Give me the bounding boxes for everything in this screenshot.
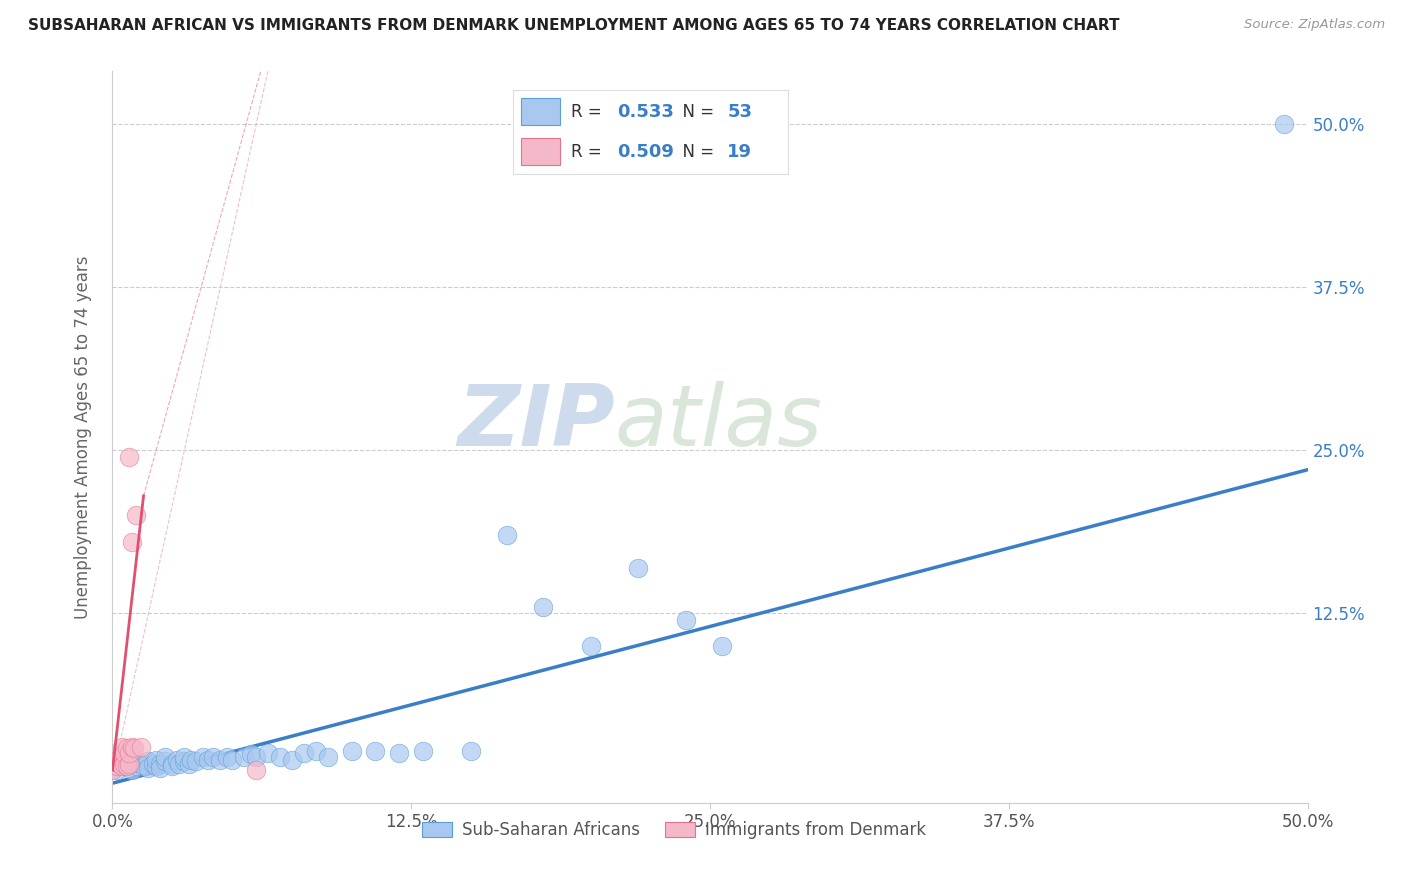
Point (197, 753, 219, 767)
Point (138, 754, 160, 768)
Point (153, 754, 176, 768)
Point (305, 743, 328, 757)
Point (114, 756, 135, 771)
Point (531, 599, 554, 614)
Point (105, 763, 128, 777)
Point (115, 740, 138, 755)
Point (496, 528, 519, 542)
Point (711, 639, 734, 653)
Point (1272, 117, 1295, 131)
Point (125, 754, 148, 768)
Point (162, 759, 183, 773)
Point (579, 639, 602, 653)
Point (292, 746, 315, 760)
Point (173, 750, 195, 764)
Point (162, 756, 183, 771)
Point (129, 739, 152, 754)
Point (108, 756, 131, 771)
Point (153, 750, 176, 764)
Point (111, 759, 134, 773)
Point (114, 759, 135, 773)
Point (245, 763, 267, 777)
Point (180, 753, 202, 767)
Point (118, 756, 141, 771)
Point (145, 753, 167, 767)
Y-axis label: Unemployment Among Ages 65 to 74 years: Unemployment Among Ages 65 to 74 years (73, 255, 91, 619)
Text: ZIP: ZIP (457, 381, 614, 464)
Point (201, 750, 224, 764)
Point (240, 747, 263, 762)
Point (108, 750, 131, 764)
Point (125, 508, 148, 523)
Point (177, 756, 200, 771)
Text: atlas: atlas (614, 381, 823, 464)
Point (115, 759, 138, 773)
Point (627, 560, 650, 574)
Point (209, 753, 232, 767)
Point (169, 756, 191, 771)
Point (281, 753, 304, 767)
Point (121, 739, 143, 754)
Point (149, 760, 172, 774)
Point (316, 750, 339, 764)
Text: Source: ZipAtlas.com: Source: ZipAtlas.com (1244, 18, 1385, 31)
Point (118, 746, 141, 760)
Point (245, 750, 267, 764)
Point (166, 753, 188, 767)
Point (118, 756, 141, 771)
Point (460, 743, 482, 757)
Point (269, 750, 291, 764)
Point (193, 750, 215, 764)
Point (121, 534, 143, 549)
Point (122, 740, 145, 755)
Point (412, 743, 434, 757)
Text: SUBSAHARAN AFRICAN VS IMMIGRANTS FROM DENMARK UNEMPLOYMENT AMONG AGES 65 TO 74 Y: SUBSAHARAN AFRICAN VS IMMIGRANTS FROM DE… (28, 18, 1119, 33)
Point (233, 750, 256, 764)
Point (149, 756, 172, 771)
Point (221, 753, 243, 767)
Point (217, 750, 239, 764)
Point (388, 746, 411, 760)
Point (111, 739, 134, 754)
Point (186, 754, 208, 768)
Point (114, 746, 135, 760)
Point (257, 746, 280, 760)
Point (118, 450, 141, 464)
Point (340, 743, 363, 757)
Point (101, 763, 124, 777)
Legend: Sub-Saharan Africans, Immigrants from Denmark: Sub-Saharan Africans, Immigrants from De… (415, 814, 934, 846)
Point (173, 754, 195, 768)
Point (138, 760, 160, 774)
Point (145, 759, 167, 773)
Point (132, 759, 155, 773)
Point (129, 756, 152, 771)
Point (105, 759, 128, 773)
Point (364, 743, 387, 757)
Point (675, 613, 697, 627)
Point (142, 756, 165, 771)
Point (125, 759, 148, 773)
Point (121, 763, 143, 777)
